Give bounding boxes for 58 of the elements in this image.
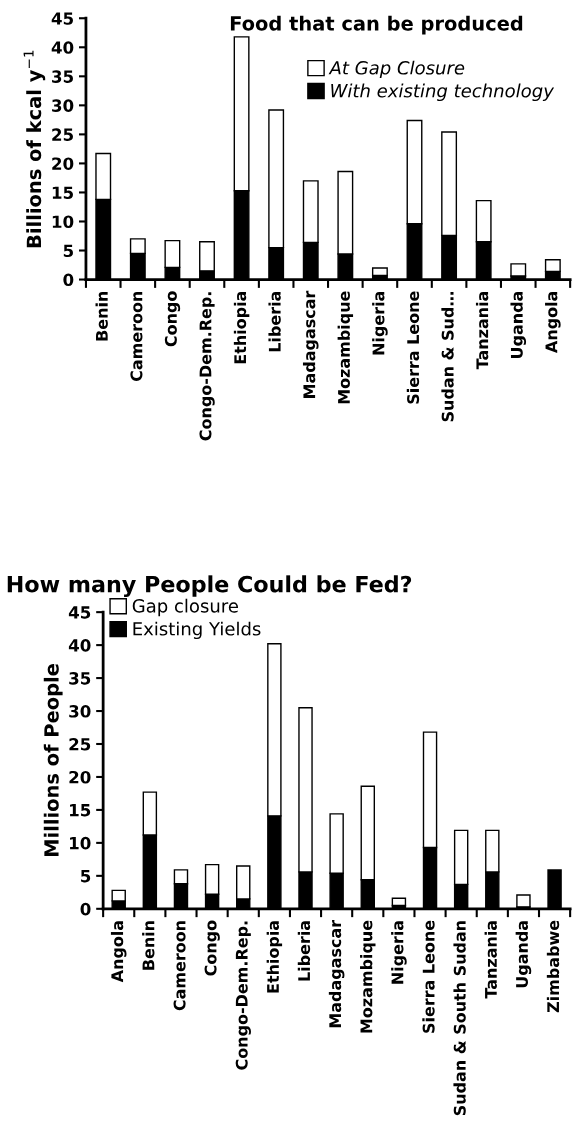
x-tick-label: Madagascar: [302, 290, 319, 398]
y-axis-title: Millions of People: [43, 664, 63, 857]
x-tick-label: Benin: [95, 291, 108, 341]
y-tick-label: 0: [80, 902, 91, 916]
y-tick-label: 5: [63, 244, 73, 258]
x-tick-label: Tanzania: [484, 921, 497, 999]
y-tick-label: 20: [69, 770, 91, 784]
x-tick-label: Sudan & South Sudan: [453, 921, 466, 1116]
x-tick-label: Angola: [110, 921, 127, 983]
y-axis-title: Billions of kcal y$^{−1}$: [23, 50, 46, 248]
x-tick-label: Mozambique: [360, 920, 376, 1033]
x-tick-label: Benin: [142, 921, 155, 970]
y-tick-label: 25: [69, 737, 91, 751]
x-tick-label: Nigeria: [372, 291, 388, 355]
y-tick-label: 45: [68, 606, 91, 619]
legend-label: At Gap Closure: [328, 60, 465, 79]
chart-title: How many People Could be Fed?: [7, 575, 412, 597]
y-tick-label: 45: [51, 12, 73, 25]
x-tick-label: Congo-Dem.Rep.: [235, 921, 251, 1070]
y-tick-label: 30: [69, 705, 91, 718]
x-tick-label: Ethiopia: [233, 291, 250, 364]
y-tick-label: 40: [68, 639, 91, 652]
bar: [371, 267, 388, 277]
y-tick-label: 15: [70, 804, 91, 817]
x-tick-label: Sierra Leone: [406, 291, 420, 404]
x-tick-label: Liberia: [268, 291, 281, 352]
y-tick-label: 25: [52, 128, 73, 141]
y-tick-label: 30: [52, 99, 74, 112]
x-tick-label: Sudan & Sud…: [441, 291, 454, 422]
x-tick-label: Ethiopia: [266, 921, 283, 993]
y-tick-label: 10: [52, 215, 74, 229]
y-tick-label: 10: [70, 836, 91, 850]
y-tick-label: 5: [81, 870, 91, 883]
x-tick-label: Cameroon: [173, 921, 186, 1011]
x-tick-label: Zimbabwe: [546, 920, 560, 1013]
chart-title: Food that can be produced: [230, 15, 523, 35]
x-tick-label: Angola: [545, 291, 561, 353]
y-tick-label: 20: [52, 157, 74, 170]
x-tick-label: Congo: [204, 920, 220, 976]
y-tick-label: 40: [51, 41, 74, 54]
x-tick-label: Liberia: [297, 921, 311, 981]
y-tick-label: 35: [52, 70, 73, 83]
x-tick-label: Congo: [164, 291, 181, 347]
x-tick-label: Uganda: [510, 291, 527, 358]
x-tick-label: Nigeria: [391, 921, 407, 984]
x-tick-label: Congo-Dem.Rep.: [199, 292, 215, 441]
x-tick-label: Uganda: [515, 921, 532, 988]
y-tick-label: 35: [69, 672, 91, 685]
x-tick-label: Cameroon: [130, 291, 143, 382]
legend-label: With existing technology: [331, 83, 555, 102]
x-tick-label: Sierra Leone: [422, 920, 435, 1033]
y-tick-label: 15: [52, 186, 73, 200]
x-tick-label: Mozambique: [337, 291, 354, 404]
legend-label: Existing Yields: [133, 621, 261, 640]
y-tick-label: 0: [63, 273, 74, 287]
x-tick-label: Tanzania: [475, 291, 489, 370]
legend-label: Gap closure: [132, 598, 238, 617]
x-tick-label: Madagascar: [328, 919, 345, 1028]
